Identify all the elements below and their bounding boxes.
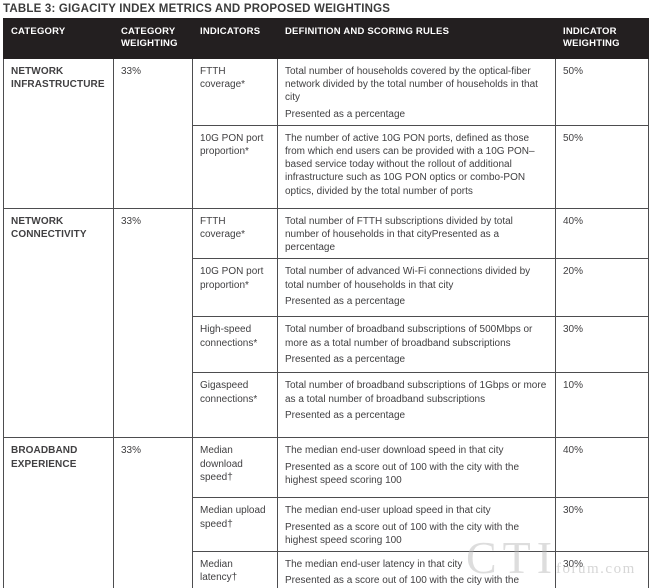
scoring-rule-text: Presented as a percentage [285,108,406,120]
definition-text: The number of active 10G PON ports, defi… [285,132,535,197]
indicator-weighting-cell: 50% [555,58,649,126]
category-cell-broadband-experience: BROADBAND EXPERIENCE [3,437,114,588]
table-row: 10G PON port proportion* Total number of… [4,258,649,318]
column-header-category-weighting: CATEGORY WEIGHTING [113,18,193,59]
category-weighting-cell: 33% [113,58,193,209]
definition-cell: Total number of broadband subscriptions … [277,372,556,439]
column-header-category: CATEGORY [3,18,114,59]
definition-cell: Total number of broadband subscriptions … [277,316,556,374]
indicator-weighting-cell: 40% [555,437,649,499]
category-cell-network-infrastructure: NETWORK INFRASTRUCTURE [3,58,114,209]
definition-text: Total number of broadband subscriptions … [285,324,533,349]
indicator-weighting-cell: 10% [555,372,649,439]
column-header-definition: DEFINITION AND SCORING RULES [277,18,556,59]
definition-cell: Total number of advanced Wi-Fi connectio… [277,258,556,318]
definition-text: The median end-user download speed in th… [285,445,504,457]
indicator-weighting-cell: 50% [555,124,649,209]
definition-cell: The median end-user download speed in th… [277,437,556,499]
definition-cell: The median end-user latency in that city… [277,550,556,588]
definition-text: The median end-user latency in that city [285,558,463,570]
definition-text: Total number of households covered by th… [285,66,538,104]
category-cell-network-connectivity: NETWORK CONNECTIVITY [3,207,114,439]
gigacity-index-table: CATEGORY CATEGORY WEIGHTING INDICATORS D… [3,18,649,588]
table-row: NETWORK CONNECTIVITY 33% FTTH coverage* … [3,207,649,439]
column-header-indicator-weighting: INDICATOR WEIGHTING [555,18,649,59]
header-row: CATEGORY CATEGORY WEIGHTING INDICATORS D… [3,18,649,59]
table-title: TABLE 3: GIGACITY INDEX METRICS AND PROP… [3,3,391,15]
table-row: NETWORK INFRASTRUCTURE 33% FTTH coverage… [3,58,649,209]
category-weighting-cell: 33% [113,437,193,588]
definition-text: Total number of broadband subscriptions … [285,380,547,405]
indicator-cell: 10G PON port proportion* [192,124,278,209]
table-row: BROADBAND EXPERIENCE 33% Median download… [3,437,649,588]
table-row: Median latency† The median end-user late… [4,550,649,588]
indicator-cell: FTTH coverage* [192,207,278,260]
indicator-cell: Median download speed† [192,437,278,499]
category-weighting-cell: 33% [113,207,193,439]
definition-cell: The median end-user upload speed in that… [277,497,556,552]
scoring-rule-text: Presented as a score out of 100 with the… [285,575,520,587]
indicator-cell: FTTH coverage* [192,58,278,126]
scoring-rule-text: Presented as a percentage [285,295,406,307]
indicator-weighting-cell: 20% [555,258,649,318]
definition-cell: Total number of households covered by th… [277,58,556,126]
definition-cell: The number of active 10G PON ports, defi… [277,124,556,209]
indicator-cell: Median latency† [192,550,278,588]
table-row: 10G PON port proportion* The number of a… [4,124,649,209]
scoring-rule-text: Presented as a percentage [285,353,406,365]
column-header-indicators: INDICATORS [192,18,278,59]
definition-text: Total number of advanced Wi-Fi connectio… [285,266,531,291]
indicator-weighting-cell: 30% [555,550,649,588]
indicator-cell: Gigaspeed connections* [192,372,278,439]
indicator-weighting-cell: 30% [555,497,649,552]
table-row: High-speed connections* Total number of … [4,316,649,374]
definition-text: Total number of FTTH subscriptions divid… [285,215,513,254]
indicator-cell: 10G PON port proportion* [192,258,278,318]
scoring-rule-text: Presented as a percentage [285,409,406,421]
table-row: Median upload speed† The median end-user… [4,497,649,552]
scoring-rule-text: Presented as a score out of 100 with the… [285,521,520,546]
indicator-cell: High-speed connections* [192,316,278,374]
definition-text: The median end-user upload speed in that… [285,505,491,517]
indicator-cell: Median upload speed† [192,497,278,552]
definition-cell: Total number of FTTH subscriptions divid… [277,207,556,260]
table-row: Gigaspeed connections* Total number of b… [4,372,649,439]
indicator-weighting-cell: 30% [555,316,649,374]
scoring-rule-text: Presented as a score out of 100 with the… [285,461,520,486]
indicator-weighting-cell: 40% [555,207,649,260]
